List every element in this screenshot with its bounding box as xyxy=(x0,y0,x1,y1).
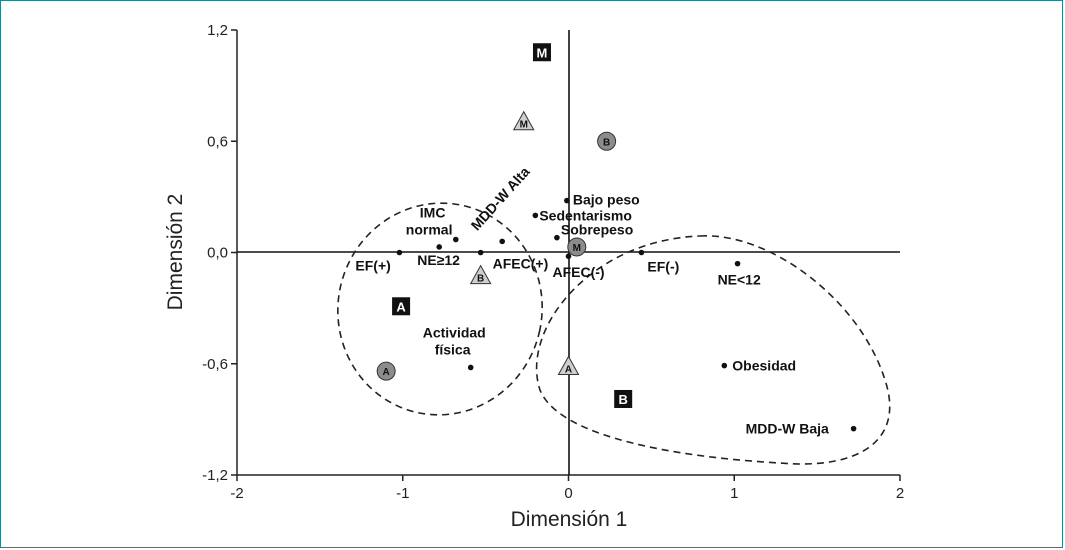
point-label: AFEC(-) xyxy=(553,264,605,280)
point-label: EF(+) xyxy=(355,258,390,274)
data-point xyxy=(499,238,506,245)
point-label: NE≥12 xyxy=(417,252,460,268)
y-tick-label: -1,2 xyxy=(202,467,228,484)
group-triangle-label: B xyxy=(477,274,484,285)
data-point xyxy=(467,364,474,371)
x-tick-label: 1 xyxy=(730,485,738,502)
point-label: Sedentarismo xyxy=(539,207,632,223)
data-point xyxy=(396,249,403,256)
group-circle-label: M xyxy=(573,243,581,254)
group-triangle-marker xyxy=(512,110,535,131)
y-tick-label: -0,6 xyxy=(202,356,228,373)
cluster-b-outline xyxy=(535,235,891,465)
group-triangle-label: M xyxy=(520,120,528,131)
x-tick-label: -2 xyxy=(230,485,243,502)
data-point xyxy=(554,234,560,241)
point-label: Actividad física xyxy=(423,324,486,357)
y-tick-label: 0,6 xyxy=(207,133,228,150)
point-label: EF(-) xyxy=(647,259,679,275)
group-square-label: A xyxy=(396,299,406,314)
x-tick-label: 0 xyxy=(564,485,572,502)
point-label: IMC normal xyxy=(406,205,453,238)
point-label: Bajo peso xyxy=(573,192,640,208)
data-point xyxy=(721,362,728,369)
x-tick-label: 2 xyxy=(896,485,904,502)
cluster-a-outline xyxy=(337,202,543,416)
x-axis-title: Dimensión 1 xyxy=(511,508,628,531)
point-label: Sobrepeso xyxy=(561,222,633,238)
group-triangle-marker xyxy=(557,355,580,375)
x-tick-label: -1 xyxy=(396,485,409,502)
y-tick-label: 0,0 xyxy=(207,245,228,262)
data-point xyxy=(452,236,459,243)
point-label: MDD-W Baja xyxy=(746,421,829,437)
group-square-label: B xyxy=(619,392,628,407)
y-tick-label: 1,2 xyxy=(207,22,228,39)
group-circle-label: A xyxy=(383,367,390,378)
point-label: NE<12 xyxy=(718,272,761,288)
point-label: Obesidad xyxy=(732,358,796,374)
data-point xyxy=(564,197,570,204)
data-point xyxy=(436,244,443,250)
group-circle-marker xyxy=(376,361,396,381)
group-triangle-marker xyxy=(469,264,492,285)
group-triangle-label: A xyxy=(565,364,572,375)
group-square-marker xyxy=(532,43,551,62)
group-circle-marker xyxy=(597,131,617,151)
group-square-marker xyxy=(614,389,633,408)
group-circle-marker xyxy=(567,237,587,257)
group-square-marker xyxy=(392,297,411,316)
data-point xyxy=(850,425,857,432)
group-circle-label: B xyxy=(603,137,610,148)
point-label: AFEC(+) xyxy=(493,256,549,272)
data-point xyxy=(477,249,484,256)
data-point xyxy=(734,260,741,267)
data-point xyxy=(638,249,645,256)
data-point xyxy=(532,212,539,219)
group-square-label: M xyxy=(537,45,548,60)
y-axis-title: Dimensión 2 xyxy=(164,194,187,311)
data-point xyxy=(565,253,572,260)
